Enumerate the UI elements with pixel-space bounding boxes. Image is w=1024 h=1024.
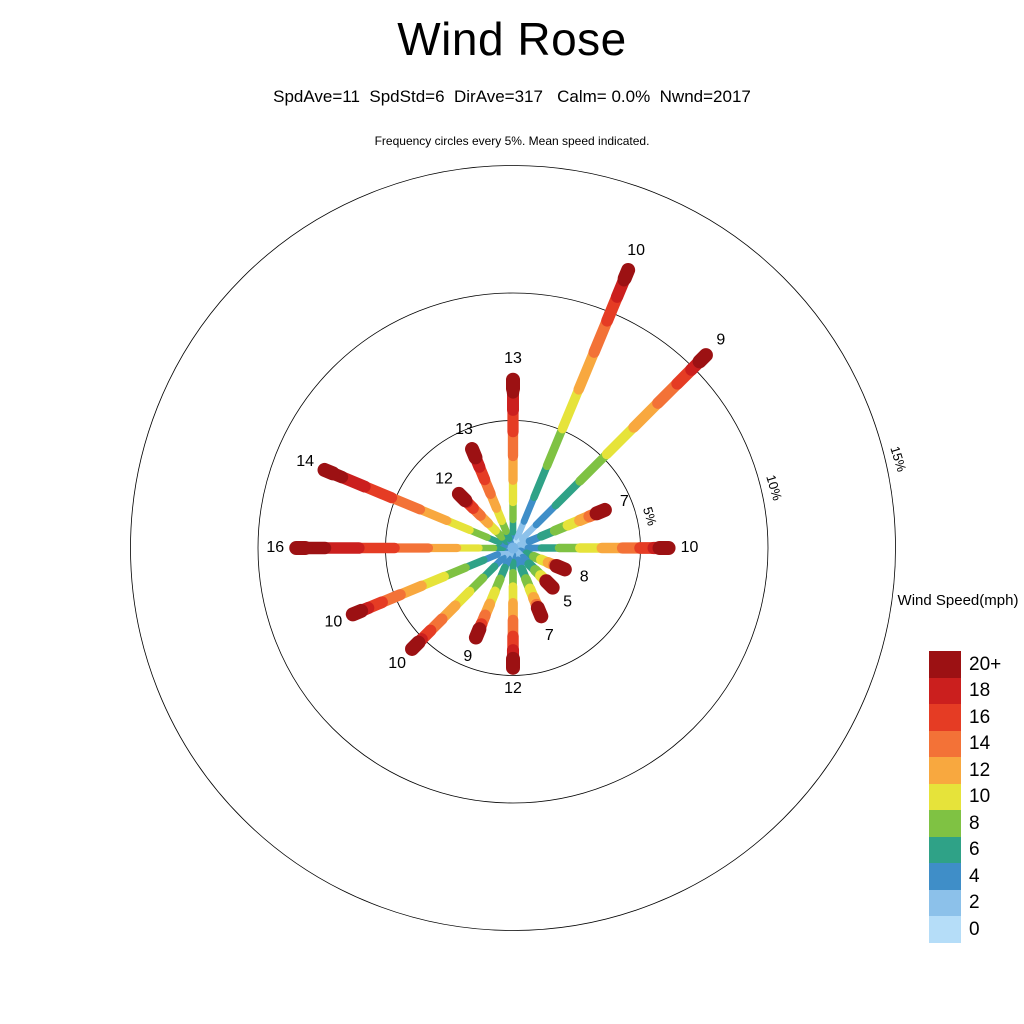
spoke-mean-speed-label: 10: [388, 655, 406, 672]
spoke-segment-8: [575, 449, 612, 486]
spoke-mean-speed-label: 16: [266, 539, 284, 556]
legend-title: Wind Speed(mph): [897, 592, 1019, 609]
spoke-tip: [468, 622, 487, 645]
legend-bin-label: 18: [969, 680, 991, 702]
spoke-tip: [317, 462, 340, 481]
legend-bin-label: 10: [969, 786, 991, 808]
legend-colorbar: 20+ 18 16 14 12 10 8 6 4 2 0: [929, 651, 1024, 943]
wind-speed-legend: Wind Speed(mph) 20+ 18 16 14 12 10 8 6 4 2 0: [880, 592, 1024, 943]
legend-bin-label: 14: [969, 733, 991, 755]
spoke-mean-speed-label: 12: [435, 470, 453, 487]
spoke-tip: [617, 263, 636, 286]
spoke-SSW: 9: [463, 545, 516, 665]
legend-swatch: [929, 810, 961, 837]
spoke-mean-speed-label: 9: [716, 331, 725, 348]
spoke-mean-speed-label: 9: [463, 648, 472, 665]
spoke-mean-speed-label: 14: [296, 453, 314, 470]
legend-swatch: [929, 730, 961, 757]
frequency-ring: [130, 165, 896, 931]
legend-swatch: [929, 704, 961, 731]
legend-swatch: [929, 757, 961, 784]
spoke-mean-speed-label: 13: [504, 350, 522, 367]
spoke-SW: 10: [388, 545, 516, 672]
spoke-segment-6: [551, 477, 584, 510]
spoke-mean-speed-label: 10: [681, 539, 699, 556]
frequency-ring: [257, 292, 769, 804]
spoke-NNW: 13: [455, 421, 516, 551]
legend-swatch: [929, 863, 961, 890]
ring-percent-label: 15%: [887, 444, 909, 474]
legend-bin: 8: [929, 810, 1024, 837]
spoke-NNE: 10: [510, 242, 645, 551]
legend-swatch: [929, 916, 961, 943]
spoke-segment-10: [601, 422, 639, 460]
legend-swatch: [929, 889, 961, 916]
spoke-tip: [539, 574, 560, 595]
legend-bin-label: 16: [969, 706, 991, 728]
legend-bin: 12: [929, 757, 1024, 784]
legend-bin: 0: [929, 916, 1024, 943]
page-title: Wind Rose: [397, 13, 627, 65]
spoke-WSW: 10: [324, 545, 516, 631]
spoke-tip: [345, 603, 369, 622]
spoke-tip: [549, 559, 572, 577]
legend-swatch: [929, 677, 961, 704]
spoke-E: 10: [510, 539, 699, 556]
spoke-mean-speed-label: 10: [324, 614, 342, 631]
spoke-tip: [589, 502, 612, 521]
spoke-tip: [451, 486, 473, 508]
spoke-SE: 5: [509, 544, 572, 611]
spoke-segment-8: [542, 424, 567, 471]
spoke-segment-12: [573, 347, 600, 395]
legend-swatch: [929, 836, 961, 863]
legend-bin-label: 2: [969, 892, 980, 914]
legend-bin: 6: [929, 836, 1024, 863]
legend-bin: 4: [929, 863, 1024, 890]
spoke-segment-4: [520, 493, 538, 525]
legend-bin: 20+: [929, 651, 1024, 678]
spoke-segment-10: [557, 384, 584, 434]
spoke-segment-6: [530, 461, 551, 502]
spoke-WNW: 14: [296, 453, 516, 551]
legend-bin: 16: [929, 704, 1024, 731]
ring-percent-label: 5%: [640, 505, 660, 528]
legend-bin: 10: [929, 783, 1024, 810]
spoke-ENE: 7: [509, 493, 629, 552]
spoke-mean-speed-label: 7: [620, 493, 629, 510]
legend-bin: 14: [929, 730, 1024, 757]
legend-swatch: [929, 651, 961, 678]
spoke-segment-4: [532, 501, 560, 529]
spoke-mean-speed-label: 8: [580, 569, 589, 586]
calm-center-dot: [507, 542, 519, 554]
legend-bin: 2: [929, 889, 1024, 916]
legend-bin-label: 6: [969, 839, 980, 861]
ring-percent-label: 10%: [763, 473, 785, 503]
legend-bin-label: 12: [969, 759, 991, 781]
spoke-mean-speed-label: 13: [455, 421, 473, 438]
spoke-tip: [530, 601, 549, 624]
spoke-NE: 9: [510, 331, 725, 551]
legend-bin-label: 4: [969, 865, 980, 887]
legend-bin: 18: [929, 677, 1024, 704]
spoke-N: 13: [504, 350, 522, 551]
spoke-mean-speed-label: 10: [627, 242, 645, 259]
legend-swatch: [929, 783, 961, 810]
spoke-mean-speed-label: 7: [545, 627, 554, 644]
spoke-S: 12: [504, 545, 522, 697]
legend-bin-label: 20+: [969, 653, 1002, 675]
spoke-SSE: 7: [509, 544, 554, 644]
spoke-NW: 12: [435, 470, 516, 551]
spoke-tip: [692, 348, 713, 369]
legend-bin-label: 0: [969, 918, 980, 940]
spoke-mean-speed-label: 5: [563, 594, 572, 611]
spoke-tip: [405, 635, 426, 656]
stats-subtitle: SpdAve=11 SpdStd=6 DirAve=317 Calm= 0.0%…: [273, 87, 751, 106]
frequency-caption: Frequency circles every 5%. Mean speed i…: [374, 134, 650, 148]
spoke-mean-speed-label: 12: [504, 680, 522, 697]
spoke-tip: [465, 442, 483, 465]
spoke-W: 16: [266, 539, 516, 556]
legend-bin-label: 8: [969, 812, 980, 834]
